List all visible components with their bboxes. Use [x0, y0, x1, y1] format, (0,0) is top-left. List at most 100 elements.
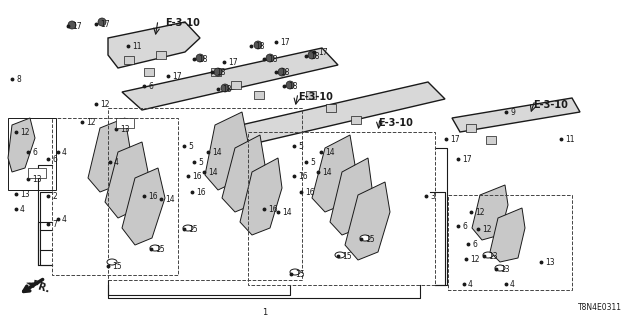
- Text: 15: 15: [112, 262, 122, 271]
- Circle shape: [98, 18, 106, 26]
- Text: ◄FR.: ◄FR.: [24, 277, 52, 295]
- Polygon shape: [228, 82, 445, 145]
- Text: 16: 16: [196, 188, 205, 197]
- Ellipse shape: [495, 265, 505, 271]
- Polygon shape: [330, 158, 372, 235]
- Circle shape: [68, 21, 76, 29]
- Text: 17: 17: [280, 38, 290, 47]
- Bar: [144, 68, 154, 76]
- Text: 15: 15: [155, 245, 164, 254]
- Text: 11: 11: [132, 42, 141, 51]
- Text: 12: 12: [470, 255, 479, 264]
- Text: 12: 12: [100, 100, 109, 109]
- Circle shape: [278, 68, 286, 76]
- Polygon shape: [205, 112, 248, 190]
- Ellipse shape: [183, 225, 193, 231]
- Text: 18: 18: [216, 68, 225, 77]
- Text: E-3-10: E-3-10: [165, 18, 200, 28]
- Text: 15: 15: [342, 252, 351, 261]
- Ellipse shape: [360, 235, 370, 241]
- Text: 17: 17: [100, 20, 109, 29]
- Text: E-3-10: E-3-10: [533, 100, 568, 110]
- Polygon shape: [122, 48, 338, 110]
- Bar: [306, 91, 316, 99]
- Text: 18: 18: [198, 55, 207, 64]
- Circle shape: [308, 51, 316, 59]
- Text: T8N4E0311: T8N4E0311: [578, 303, 622, 312]
- Text: 6: 6: [52, 155, 57, 164]
- Text: 15: 15: [365, 235, 374, 244]
- Text: 13: 13: [120, 125, 130, 134]
- Text: 6: 6: [472, 240, 477, 249]
- Text: 18: 18: [255, 42, 264, 51]
- Text: 17: 17: [318, 48, 328, 57]
- Text: 3: 3: [430, 192, 435, 201]
- Text: 2: 2: [52, 192, 57, 201]
- Text: 8: 8: [16, 75, 20, 84]
- Polygon shape: [452, 98, 580, 132]
- Text: 6: 6: [462, 222, 467, 231]
- Text: 12: 12: [482, 225, 492, 234]
- Text: 4: 4: [114, 158, 119, 167]
- Text: 13: 13: [545, 258, 555, 267]
- Ellipse shape: [107, 259, 117, 265]
- Polygon shape: [312, 135, 355, 212]
- Text: 12: 12: [86, 118, 95, 127]
- Text: 5: 5: [198, 158, 203, 167]
- Bar: [351, 116, 361, 124]
- Text: 18: 18: [222, 85, 232, 94]
- Text: 5: 5: [298, 142, 303, 151]
- Text: 6: 6: [148, 82, 153, 91]
- Bar: [326, 104, 336, 112]
- Polygon shape: [122, 168, 165, 245]
- Ellipse shape: [335, 252, 345, 258]
- Text: 17: 17: [172, 72, 182, 81]
- Text: 16: 16: [268, 205, 278, 214]
- Text: 7: 7: [52, 220, 57, 229]
- Text: 13: 13: [500, 265, 509, 274]
- Bar: [231, 81, 241, 89]
- Bar: [28, 168, 46, 178]
- Circle shape: [254, 41, 262, 49]
- Text: 14: 14: [325, 148, 335, 157]
- Polygon shape: [108, 22, 200, 68]
- Polygon shape: [472, 185, 508, 240]
- Polygon shape: [8, 118, 35, 172]
- Circle shape: [214, 68, 222, 76]
- Bar: [486, 136, 496, 144]
- Ellipse shape: [150, 245, 160, 251]
- Bar: [211, 68, 221, 76]
- Text: 4: 4: [468, 280, 473, 289]
- Polygon shape: [240, 158, 282, 235]
- Text: 6: 6: [32, 148, 37, 157]
- Text: 18: 18: [310, 52, 319, 61]
- Circle shape: [221, 84, 229, 92]
- Text: 5: 5: [188, 142, 193, 151]
- Text: 18: 18: [288, 82, 298, 91]
- Text: 17: 17: [228, 58, 237, 67]
- Polygon shape: [222, 135, 265, 212]
- Bar: [466, 124, 476, 132]
- Text: 4: 4: [62, 215, 67, 224]
- Text: 17: 17: [72, 22, 82, 31]
- Polygon shape: [490, 208, 525, 262]
- Text: 13: 13: [20, 190, 29, 199]
- Text: 15: 15: [188, 225, 198, 234]
- Text: 18: 18: [268, 55, 278, 64]
- Text: 11: 11: [565, 135, 575, 144]
- Text: 15: 15: [295, 270, 305, 279]
- Text: 14: 14: [208, 168, 218, 177]
- Text: 14: 14: [212, 148, 221, 157]
- Text: 1: 1: [262, 308, 268, 317]
- Text: 14: 14: [165, 195, 175, 204]
- Text: 9: 9: [510, 108, 515, 117]
- Text: 4: 4: [62, 148, 67, 157]
- Text: 5: 5: [310, 158, 315, 167]
- Text: 16: 16: [148, 192, 157, 201]
- Text: 12: 12: [475, 208, 484, 217]
- Circle shape: [196, 54, 204, 62]
- Text: 16: 16: [305, 188, 315, 197]
- Polygon shape: [105, 142, 148, 218]
- Polygon shape: [345, 182, 390, 260]
- Text: 12: 12: [20, 128, 29, 137]
